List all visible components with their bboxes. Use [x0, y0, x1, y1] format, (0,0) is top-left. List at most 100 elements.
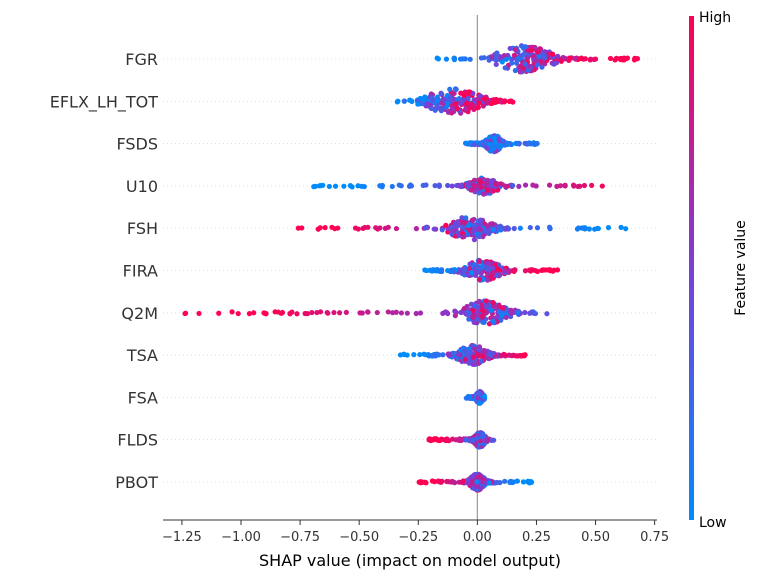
x-tick-label: −1.00	[221, 530, 261, 545]
shap-point	[562, 56, 569, 62]
shap-point	[480, 308, 486, 314]
feature-label: Q2M	[121, 304, 158, 323]
shap-point	[278, 310, 284, 316]
shap-point	[520, 479, 527, 485]
shap-point	[591, 56, 597, 63]
shap-point	[478, 270, 484, 276]
feature-label: FIRA	[123, 262, 158, 281]
shap-point	[445, 182, 451, 189]
shap-point	[475, 395, 481, 401]
shap-point	[476, 190, 482, 196]
shap-point	[415, 101, 421, 107]
shap-point	[471, 237, 478, 243]
shap-point	[467, 261, 473, 267]
shap-point	[235, 310, 241, 317]
colorbar-title: Feature value	[733, 220, 749, 316]
shap-point	[484, 303, 490, 309]
x-tick-label: −1.25	[162, 530, 202, 545]
shap-point	[551, 61, 557, 67]
shap-point	[489, 54, 495, 60]
colorbar-gradient	[689, 16, 694, 520]
shap-point	[462, 266, 468, 272]
shap-point	[494, 50, 500, 56]
shap-point	[466, 316, 472, 322]
shap-point	[478, 358, 485, 364]
shap-point	[465, 181, 472, 187]
shap-point	[385, 309, 391, 315]
shap-point	[471, 177, 478, 183]
shap-point	[325, 310, 331, 316]
x-tick-label: 0.50	[581, 530, 610, 545]
shap-point	[438, 108, 444, 114]
shap-point	[335, 225, 341, 231]
shap-point	[484, 187, 490, 193]
shap-point	[456, 268, 462, 274]
shap-point	[481, 191, 487, 197]
shap-point	[439, 227, 445, 233]
shap-point	[612, 57, 618, 63]
shap-point	[476, 233, 482, 240]
shap-point	[554, 183, 560, 189]
feature-labels: FGR EFLX_LH_TOT FSDS U10 FSH FIRA Q2M TSA FSA FLD…	[50, 50, 159, 492]
shap-point	[450, 268, 456, 274]
shap-point	[377, 225, 383, 231]
shap-point	[374, 309, 380, 316]
shap-point	[478, 221, 484, 227]
shap-point	[581, 182, 588, 189]
colorbar-low-label: Low	[699, 515, 727, 531]
shap-point	[448, 95, 454, 101]
shap-point	[529, 309, 535, 315]
shap-point	[528, 267, 534, 273]
shap-point	[623, 226, 629, 232]
shap-point	[514, 478, 520, 484]
shap-point	[389, 183, 395, 190]
shap-point	[432, 183, 438, 189]
shap-point	[424, 101, 430, 107]
shap-point	[572, 56, 578, 62]
shap-point	[365, 224, 371, 230]
shap-point	[501, 99, 507, 105]
shap-point	[480, 319, 486, 325]
shap-point	[527, 224, 533, 231]
shap-point	[445, 478, 451, 485]
shap-point	[436, 183, 442, 189]
shap-point	[483, 265, 489, 271]
shap-point	[515, 353, 521, 359]
shap-point	[294, 311, 300, 317]
shap-point	[429, 268, 435, 274]
shap-point	[514, 140, 521, 146]
shap-point	[522, 61, 528, 67]
shap-point	[477, 217, 483, 223]
shap-point	[311, 184, 317, 190]
shap-point	[554, 267, 561, 273]
shap-point	[507, 45, 513, 52]
shap-point	[456, 232, 462, 238]
shap-point	[396, 182, 402, 188]
shap-point	[401, 351, 407, 357]
shap-point	[373, 225, 379, 231]
shap-point	[477, 438, 483, 444]
shap-point	[495, 266, 501, 272]
shap-point	[460, 56, 466, 62]
shap-point	[475, 104, 481, 110]
shap-point	[508, 307, 514, 313]
shap-point	[431, 479, 438, 485]
shap-point	[578, 55, 584, 62]
shap-point	[470, 314, 476, 321]
shap-point	[575, 225, 582, 231]
shap-point	[429, 95, 435, 101]
shap-point	[465, 353, 472, 359]
shap-point	[513, 60, 520, 66]
shap-point	[478, 179, 484, 185]
shap-point	[484, 145, 490, 151]
shap-point	[490, 265, 496, 271]
shap-point	[449, 110, 455, 116]
shap-point	[309, 309, 315, 316]
shap-point	[479, 312, 486, 319]
shap-point	[511, 52, 517, 58]
shap-point	[423, 224, 429, 230]
shap-point	[458, 90, 464, 96]
shap-point	[314, 309, 320, 316]
shap-point	[536, 54, 542, 60]
shap-point	[546, 224, 553, 230]
